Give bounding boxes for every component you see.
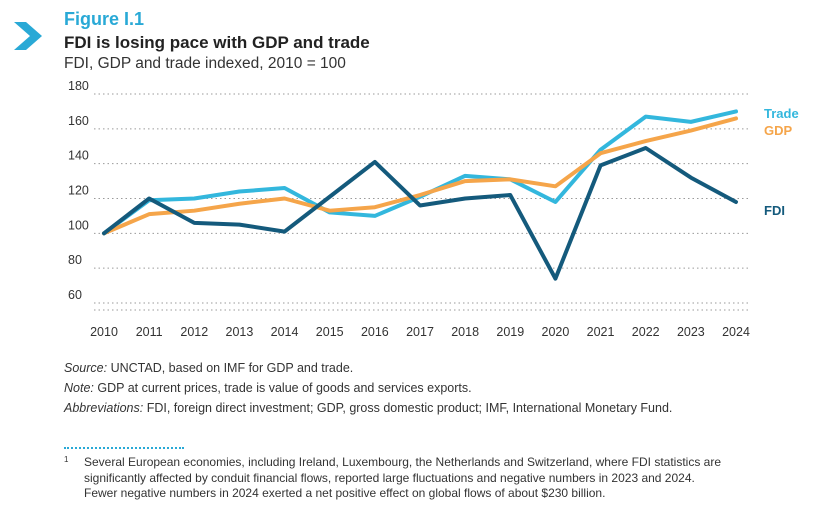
footnote-marker: 1 <box>64 455 69 464</box>
y-tick-label: 140 <box>68 149 89 163</box>
series-line-gdp <box>102 116 738 236</box>
footnote: 1 Several European economies, including … <box>64 455 724 502</box>
legend-label-trade: Trade <box>764 106 799 121</box>
x-tick-label: 2011 <box>136 325 163 339</box>
x-tick-label: 2018 <box>451 325 479 339</box>
y-tick-label: 180 <box>68 80 89 93</box>
chart-title: FDI is losing pace with GDP and trade <box>64 33 370 52</box>
x-tick-label: 2013 <box>226 325 254 339</box>
chart-subtitle: FDI, GDP and trade indexed, 2010 = 100 <box>64 55 346 72</box>
x-tick-label: 2023 <box>677 325 705 339</box>
series-line-trade <box>102 109 738 236</box>
source-note: Source: UNCTAD, based on IMF for GDP and… <box>64 361 354 375</box>
y-tick-label: 100 <box>68 218 89 232</box>
footnote-text: Several European economies, including Ir… <box>84 455 722 500</box>
y-tick-label: 120 <box>68 184 89 198</box>
x-tick-label: 2014 <box>271 325 299 339</box>
chevron-right-icon <box>14 22 42 50</box>
x-tick-label: 2010 <box>90 325 118 339</box>
footnote-divider <box>64 447 184 449</box>
x-tick-label: 2019 <box>496 325 524 339</box>
x-tick-label: 2021 <box>587 325 615 339</box>
line-chart: 60 80 100 120 140 160 180 2010 2011 2012 2013 2014 2… <box>68 80 799 339</box>
y-tick-label: 60 <box>68 288 82 302</box>
x-tick-label: 2022 <box>632 325 660 339</box>
abbreviations-note: Abbreviations: FDI, foreign direct inves… <box>64 401 673 415</box>
definition-note: Note: GDP at current prices, trade is va… <box>64 381 472 395</box>
x-tick-label: 2020 <box>542 325 570 339</box>
figure-label: Figure I.1 <box>64 9 145 29</box>
x-tick-label: 2015 <box>316 325 344 339</box>
legend-label-gdp: GDP <box>764 123 793 138</box>
x-tick-label: 2017 <box>406 325 434 339</box>
series-line-fdi <box>102 145 738 281</box>
x-tick-label: 2016 <box>361 325 389 339</box>
x-tick-label: 2024 <box>722 325 750 339</box>
x-tick-label: 2012 <box>180 325 208 339</box>
legend-label-fdi: FDI <box>764 203 785 218</box>
y-tick-label: 80 <box>68 253 82 267</box>
y-tick-label: 160 <box>68 114 89 128</box>
